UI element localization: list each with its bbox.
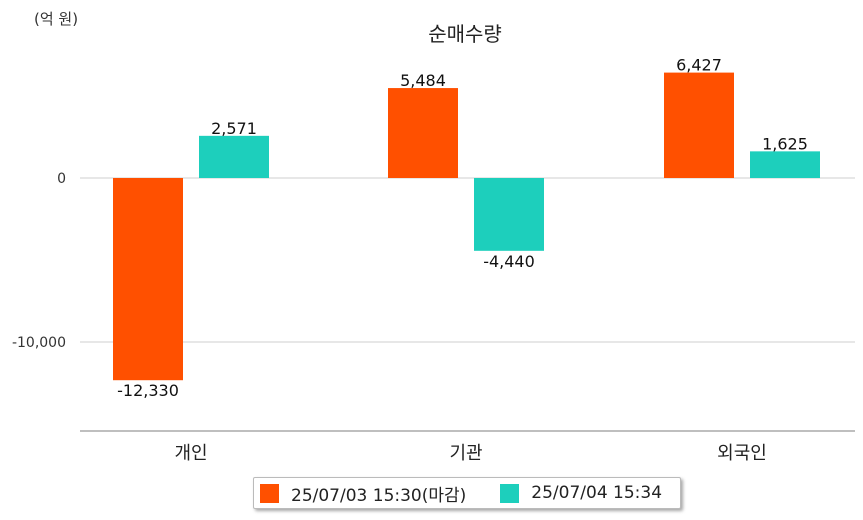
x-tick-label: 기관 <box>449 443 482 464</box>
y-tick-label: -10,000 <box>12 335 66 351</box>
legend-item-series-2[interactable]: 25/07/04 15:34 <box>500 483 662 503</box>
data-label: -4,440 <box>483 252 535 271</box>
chart-title: 순매수량 <box>428 22 502 46</box>
legend-label-series-1: 25/07/03 15:30(마감) <box>291 485 467 506</box>
legend-label-series-2: 25/07/04 15:34 <box>531 483 663 503</box>
legend-swatch-series-1 <box>260 483 279 503</box>
bar <box>199 135 269 178</box>
bar <box>388 88 458 178</box>
data-label: 2,571 <box>211 119 257 138</box>
x-tick-label: 외국인 <box>717 443 767 464</box>
data-label: 6,427 <box>676 56 722 75</box>
bar <box>750 151 820 178</box>
unit-label: (억 원) <box>34 10 79 28</box>
legend-swatch-series-2 <box>500 483 520 503</box>
legend: 25/07/03 15:30(마감) 25/07/04 15:34 <box>253 477 681 509</box>
data-label: 1,625 <box>762 134 808 153</box>
legend-item-series-1[interactable]: 25/07/03 15:30(마감) <box>260 481 466 506</box>
bar <box>664 72 734 178</box>
data-label: 5,484 <box>400 71 446 90</box>
y-tick-label: 0 <box>57 171 66 187</box>
data-label: -12,330 <box>117 381 179 400</box>
bar <box>113 178 183 381</box>
bar <box>474 178 544 251</box>
x-tick-label: 개인 <box>174 443 207 464</box>
